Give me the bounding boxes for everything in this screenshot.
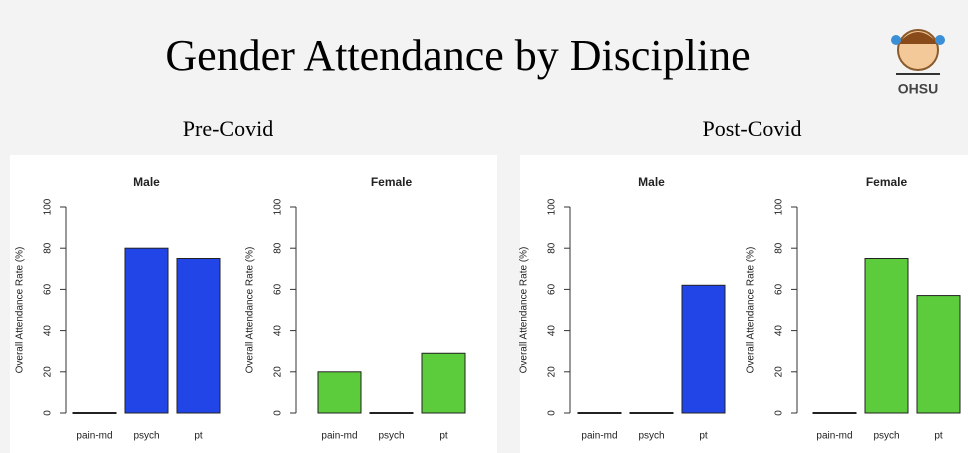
- x-tick-label: psych: [378, 431, 404, 442]
- page: Gender Attendance by Discipline Pre-Covi…: [0, 0, 968, 453]
- x-tick-label: pain-md: [76, 431, 112, 442]
- bar: [125, 248, 168, 413]
- y-tick-label: 60: [774, 283, 785, 295]
- x-tick-label: pain-md: [321, 431, 357, 442]
- y-tick-label: 0: [43, 410, 54, 416]
- y-axis-label: Overall Attendance Rate (%): [245, 247, 256, 374]
- x-tick-label: psych: [638, 431, 664, 442]
- x-tick-label: pt: [439, 431, 448, 442]
- y-tick-label: 0: [547, 410, 558, 416]
- slide: Gender Attendance by Discipline Pre-Covi…: [0, 0, 968, 453]
- y-tick-label: 20: [273, 366, 284, 378]
- bar: [73, 413, 116, 414]
- section-label: Post-Covid: [702, 116, 801, 141]
- y-tick-label: 80: [273, 242, 284, 254]
- y-tick-label: 40: [547, 325, 558, 337]
- x-tick-label: pain-md: [816, 431, 852, 442]
- chart-title: Female: [866, 175, 908, 189]
- x-tick-label: psych: [873, 431, 899, 442]
- bar: [630, 413, 673, 414]
- bar: [177, 259, 220, 414]
- y-axis-label: Overall Attendance Rate (%): [15, 247, 26, 374]
- y-tick-label: 60: [43, 283, 54, 295]
- bar: [865, 259, 908, 414]
- y-tick-label: 0: [273, 410, 284, 416]
- y-tick-label: 40: [774, 325, 785, 337]
- y-tick-label: 60: [273, 283, 284, 295]
- y-tick-label: 80: [43, 242, 54, 254]
- y-tick-label: 60: [547, 283, 558, 295]
- bar: [682, 285, 725, 413]
- logo-bow: [935, 35, 945, 45]
- chart-title: Male: [133, 175, 160, 189]
- y-tick-label: 80: [774, 242, 785, 254]
- y-tick-label: 20: [43, 366, 54, 378]
- bar: [917, 296, 960, 413]
- bar: [422, 353, 465, 413]
- y-tick-label: 40: [273, 325, 284, 337]
- slide-title: Gender Attendance by Discipline: [165, 31, 750, 80]
- logo-bow: [891, 35, 901, 45]
- y-tick-label: 100: [43, 198, 54, 215]
- y-axis-label: Overall Attendance Rate (%): [519, 247, 530, 374]
- bar: [318, 372, 361, 413]
- x-tick-label: pt: [194, 431, 203, 442]
- y-tick-label: 0: [774, 410, 785, 416]
- bar: [578, 413, 621, 414]
- chart-title: Male: [638, 175, 665, 189]
- y-tick-label: 40: [43, 325, 54, 337]
- y-tick-label: 20: [547, 366, 558, 378]
- x-tick-label: pt: [699, 431, 708, 442]
- bar: [370, 413, 413, 414]
- logo-text: OHSU: [898, 81, 938, 97]
- x-tick-label: psych: [133, 431, 159, 442]
- section-label: Pre-Covid: [183, 116, 273, 141]
- y-tick-label: 100: [774, 198, 785, 215]
- y-tick-label: 100: [273, 198, 284, 215]
- y-tick-label: 80: [547, 242, 558, 254]
- y-tick-label: 100: [547, 198, 558, 215]
- chart-title: Female: [371, 175, 413, 189]
- x-tick-label: pain-md: [581, 431, 617, 442]
- x-tick-label: pt: [934, 431, 943, 442]
- bar: [813, 413, 856, 414]
- y-tick-label: 20: [774, 366, 785, 378]
- y-axis-label: Overall Attendance Rate (%): [746, 247, 757, 374]
